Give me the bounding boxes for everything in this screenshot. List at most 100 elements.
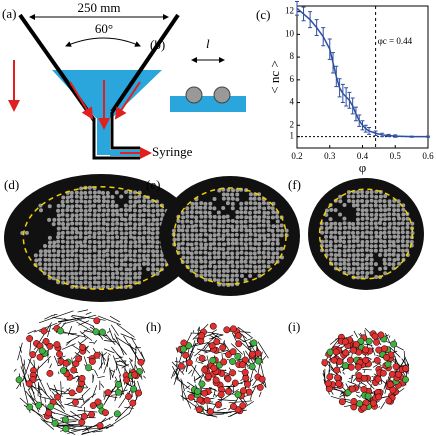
particle [212, 214, 217, 219]
particle [253, 201, 258, 206]
particle [132, 253, 137, 258]
particle [248, 232, 253, 237]
particle [155, 240, 160, 245]
particle [383, 248, 388, 253]
cell [42, 338, 50, 345]
particle [101, 203, 106, 208]
particle [119, 239, 124, 244]
particle [128, 267, 133, 272]
particle [155, 235, 160, 240]
particle [355, 212, 360, 217]
particle [43, 249, 48, 254]
particle [79, 248, 84, 253]
particle [226, 219, 231, 224]
photo [160, 176, 300, 296]
edge [81, 387, 91, 397]
particle [207, 255, 212, 260]
particle [243, 224, 248, 229]
particle [401, 235, 406, 240]
edge [380, 401, 386, 410]
particle [92, 235, 97, 240]
error-bar [301, 6, 306, 22]
particle [176, 242, 181, 247]
particle [378, 266, 383, 271]
particle [365, 230, 370, 235]
particle [151, 226, 156, 231]
particle [87, 199, 92, 204]
particle [230, 188, 235, 193]
particle [262, 264, 267, 269]
particle [396, 216, 401, 221]
particle [146, 239, 151, 244]
particle [69, 208, 74, 213]
particle [88, 276, 93, 281]
cell [341, 362, 349, 370]
cell [384, 360, 392, 368]
cell [332, 348, 340, 356]
cell [402, 376, 409, 384]
particle [355, 226, 360, 231]
particle [378, 239, 383, 244]
particle [171, 228, 176, 233]
y-tick-label: 4 [290, 97, 295, 107]
particle [92, 217, 97, 222]
cell [392, 363, 400, 371]
particle [279, 246, 284, 251]
particle [70, 249, 75, 254]
particle [155, 217, 160, 222]
particle [225, 264, 230, 269]
edge [378, 405, 380, 408]
edge [366, 381, 375, 390]
particle [342, 239, 347, 244]
edge [37, 356, 52, 370]
particle [199, 269, 204, 274]
particle [244, 237, 249, 242]
particle [133, 240, 138, 245]
cell [234, 332, 242, 340]
particle [92, 213, 97, 218]
particle [244, 251, 249, 256]
particle [239, 224, 244, 229]
particle [97, 240, 102, 245]
particle [405, 216, 410, 221]
particle [198, 232, 203, 237]
error-bar [380, 132, 385, 138]
particle [226, 223, 231, 228]
particle [266, 215, 271, 220]
particle [207, 210, 212, 215]
particle [92, 199, 97, 204]
particle [155, 257, 160, 262]
particle [364, 235, 369, 240]
cell [89, 402, 97, 409]
particle [207, 269, 212, 274]
particle [74, 230, 79, 235]
particle [378, 198, 383, 203]
particle [225, 201, 230, 206]
particle [74, 276, 79, 281]
particle [101, 284, 106, 289]
particle [355, 261, 360, 266]
particle [123, 248, 128, 253]
edge [79, 331, 93, 341]
edge [53, 407, 79, 421]
particle [391, 217, 396, 222]
particle [60, 239, 65, 244]
edge [172, 366, 181, 382]
particle [155, 244, 160, 249]
particle [106, 217, 111, 222]
particle [225, 251, 230, 256]
particle [70, 213, 75, 218]
particle [123, 203, 128, 208]
particle [382, 221, 387, 226]
cell [88, 357, 96, 365]
particle [119, 248, 124, 253]
particle [364, 194, 369, 199]
particle [383, 271, 388, 276]
particle [252, 224, 257, 229]
cell [98, 328, 106, 336]
cell [61, 416, 69, 424]
particle [391, 262, 396, 267]
particle [342, 244, 347, 249]
particle [96, 199, 101, 204]
